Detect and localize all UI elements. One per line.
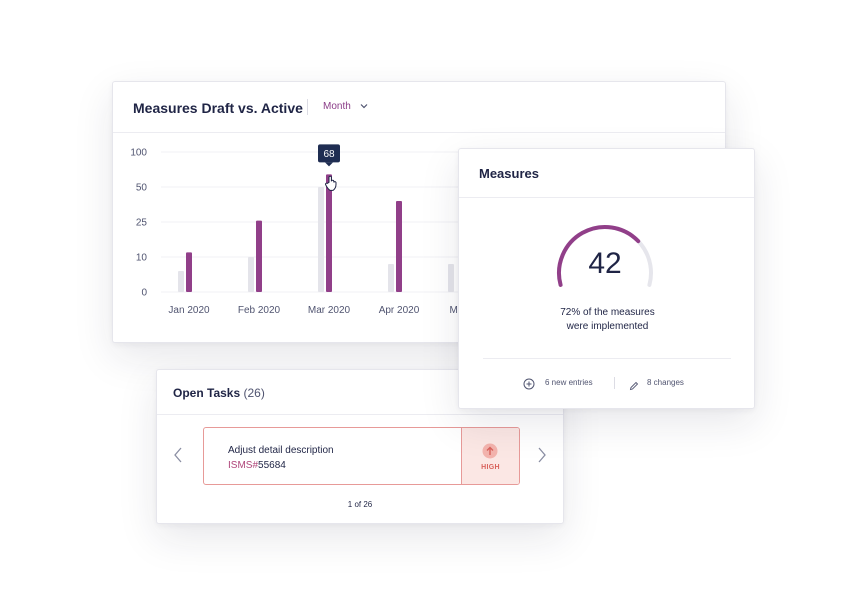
measures-footer-divider <box>483 358 731 359</box>
priority-label: HIGH <box>481 464 500 471</box>
hand-pointer-icon <box>325 175 337 191</box>
gauge-arc <box>557 224 653 287</box>
tasks-title-label: Open Tasks <box>173 386 241 400</box>
tooltip-box <box>318 144 340 163</box>
footer-separator <box>614 377 615 389</box>
task-id: ISMS#55684 <box>228 460 286 471</box>
header-divider <box>307 99 308 115</box>
gauge-fill <box>557 225 641 287</box>
bar-active[interactable] <box>326 174 332 292</box>
gauge-caption-line1: 72% of the measures <box>560 307 655 318</box>
chart-title: Measures Draft vs. Active <box>133 100 303 116</box>
measures-title: Measures <box>479 166 539 181</box>
bar-active[interactable] <box>186 252 192 292</box>
measures-card: Measures 42 72% of the measures were imp… <box>458 148 755 409</box>
changes-link[interactable]: 8 changes <box>647 378 684 387</box>
bar-active[interactable] <box>256 220 262 292</box>
new-entries-link[interactable]: 6 new entries <box>545 378 593 387</box>
x-tick-label: Apr 2020 <box>379 305 420 316</box>
pagination: 1 of 26 <box>347 500 373 509</box>
gauge-value: 42 <box>588 247 622 280</box>
chevron-down-icon <box>360 101 368 112</box>
bar-active[interactable] <box>396 201 402 292</box>
x-tick-label: Mar 2020 <box>308 305 351 316</box>
tooltip-value: 68 <box>323 149 335 160</box>
task-name: Adjust detail description <box>228 445 334 456</box>
measures-card-header: Measures <box>459 149 754 198</box>
tasks-title: Open Tasks (26) <box>173 386 265 400</box>
x-tick-label: Feb 2020 <box>238 305 281 316</box>
bar-draft[interactable] <box>178 271 184 292</box>
tasks-count: (26) <box>243 386 265 400</box>
bar-draft[interactable] <box>318 187 324 292</box>
bar-draft[interactable] <box>248 257 254 292</box>
chevron-left-icon[interactable] <box>173 447 183 468</box>
task-id-number: 55684 <box>258 460 286 471</box>
y-tick-label: 100 <box>130 148 147 159</box>
chart-card-header: Measures Draft vs. Active Month <box>113 82 725 133</box>
bar-draft[interactable] <box>388 264 394 292</box>
y-tick-label: 25 <box>136 218 148 229</box>
gauge-caption-line2: were implemented <box>566 321 649 332</box>
arrow-up-icon <box>482 443 498 464</box>
tasks-card-header: Open Tasks (26) <box>157 370 563 415</box>
pencil-icon <box>629 378 639 396</box>
x-tick-label: Jan 2020 <box>168 305 210 316</box>
bar-draft[interactable] <box>448 264 454 292</box>
y-tick-label: 0 <box>141 288 147 299</box>
y-tick-label: 50 <box>136 183 148 194</box>
task-card[interactable]: Adjust detail description ISMS#55684 HIG… <box>203 427 520 485</box>
chevron-right-icon[interactable] <box>537 447 547 468</box>
tooltip-pointer <box>325 162 333 167</box>
y-tick-label: 10 <box>136 253 148 264</box>
priority-badge: HIGH <box>461 428 519 484</box>
plus-circle-icon <box>523 377 535 395</box>
period-dropdown-label: Month <box>323 101 351 113</box>
task-id-prefix: ISMS# <box>228 460 259 471</box>
period-dropdown[interactable]: Month <box>323 101 368 112</box>
gauge-caption: 72% of the measures were implemented <box>519 306 696 334</box>
